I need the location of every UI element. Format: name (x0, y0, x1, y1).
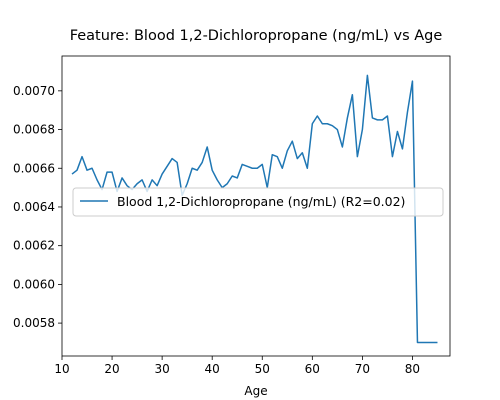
y-tick-label: 0.0070 (13, 84, 55, 98)
y-tick-label: 0.0068 (13, 123, 55, 137)
y-tick-label: 0.0066 (13, 161, 55, 175)
x-tick-label: 20 (104, 362, 119, 376)
x-tick-label: 70 (355, 362, 370, 376)
legend[interactable]: Blood 1,2-Dichloropropane (ng/mL) (R2=0.… (72, 187, 444, 217)
legend-box (72, 187, 444, 217)
x-tick-label: 60 (305, 362, 320, 376)
chart-title: Feature: Blood 1,2-Dichloropropane (ng/m… (70, 28, 443, 44)
x-tick-label: 40 (205, 362, 220, 376)
x-tick-label: 10 (54, 362, 69, 376)
axes: 10 20 30 40 50 60 70 80 0.0058 0.0060 0.0062 0.0064… (13, 55, 451, 376)
y-tick-label: 0.0060 (13, 277, 55, 291)
y-tick-label: 0.0058 (13, 316, 55, 330)
legend-entry-label: Blood 1,2-Dichloropropane (ng/mL) (R2=0.… (117, 194, 405, 209)
y-tick-label: 0.0062 (13, 239, 55, 253)
x-tick-label: 80 (405, 362, 420, 376)
x-axis-label: Age (244, 384, 267, 398)
y-tick-label: 0.0064 (13, 200, 55, 214)
x-tick-label: 30 (154, 362, 169, 376)
x-tick-label: 50 (255, 362, 270, 376)
plot-frame (61, 55, 451, 357)
